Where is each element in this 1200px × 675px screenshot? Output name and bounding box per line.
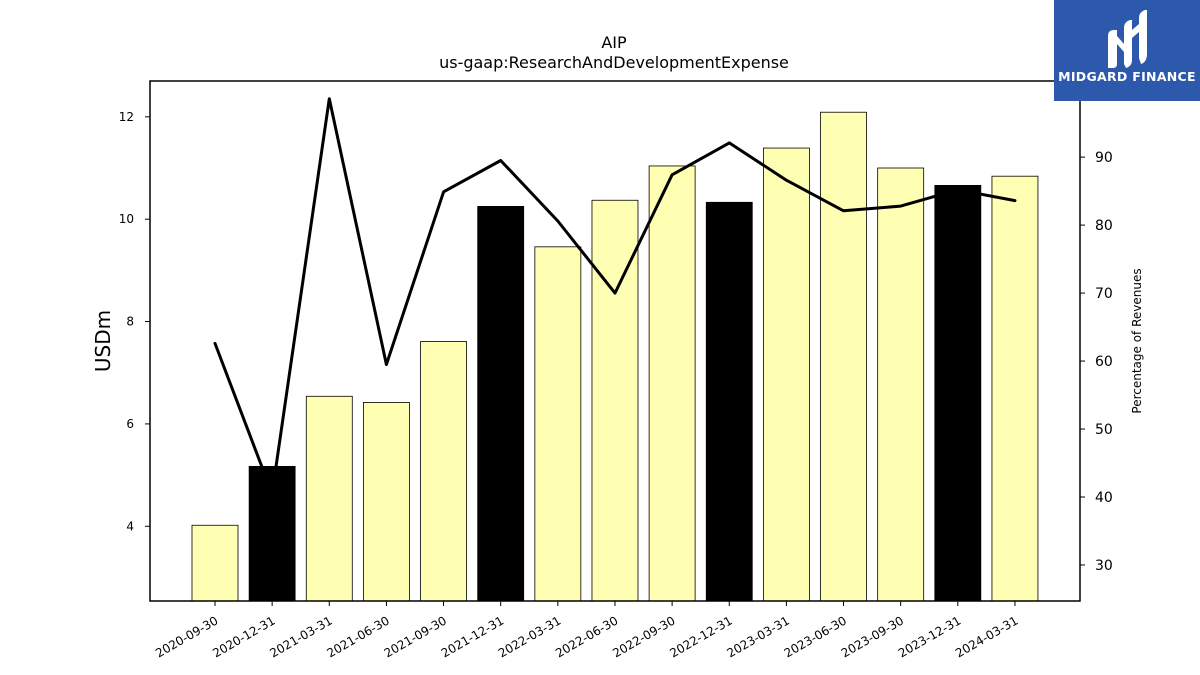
bar-2024-03-31 [991, 175, 1039, 602]
bar-2021-12-31 [477, 205, 525, 602]
x-tick-label: 2023-12-31 [896, 613, 963, 660]
chart-title: AIP [601, 33, 627, 52]
bars-group [191, 111, 1039, 602]
logo-text: MIDGARD FINANCE [1058, 69, 1196, 84]
bar-2021-09-30 [420, 341, 467, 602]
bar-2020-09-30 [191, 524, 239, 602]
x-tick-label: 2022-09-30 [610, 613, 677, 660]
right-tick-label: 50 [1095, 422, 1113, 438]
right-axis-ticks: 30 40 50 60 70 80 90 [1080, 150, 1113, 574]
right-tick-label: 70 [1095, 286, 1113, 302]
x-tick-label: 2021-12-31 [439, 613, 506, 660]
right-tick-label: 80 [1095, 218, 1113, 234]
percentage-line [213, 97, 1017, 496]
x-tick-label: 2022-06-30 [553, 613, 620, 660]
x-tick-label: 2024-03-31 [953, 613, 1020, 660]
bar-2023-03-31 [763, 147, 810, 602]
line-group [213, 97, 1017, 496]
left-axis-ticks: 4 6 8 10 12 [119, 110, 150, 533]
left-tick-label: 4 [126, 519, 134, 533]
y-axis-label-right: Percentage of Revenues [1130, 268, 1144, 413]
logo-mark-icon [1108, 10, 1147, 68]
midgard-finance-logo: MIDGARD FINANCE [1054, 0, 1200, 101]
x-tick-label: 2020-09-30 [153, 613, 220, 660]
x-tick-label: 2021-09-30 [382, 613, 449, 660]
x-tick-label: 2023-06-30 [782, 613, 849, 660]
left-tick-label: 8 [126, 315, 134, 329]
x-tick-label: 2021-06-30 [325, 613, 392, 660]
bar-2023-12-31 [934, 185, 982, 602]
bar-2021-06-30 [363, 402, 410, 602]
left-tick-label: 10 [119, 212, 134, 226]
bar-2021-03-31 [305, 395, 353, 602]
right-tick-label: 40 [1095, 490, 1113, 506]
bar-2022-12-31 [705, 201, 753, 602]
left-tick-label: 12 [119, 110, 134, 124]
x-tick-label: 2023-03-31 [724, 613, 791, 660]
x-tick-label: 2022-12-31 [667, 613, 734, 660]
x-tick-label: 2020-12-31 [210, 613, 277, 660]
x-tick-label: 2022-03-31 [496, 613, 563, 660]
x-tick-label: 2021-03-31 [267, 613, 334, 660]
left-tick-label: 6 [126, 417, 134, 431]
bar-2022-06-30 [591, 199, 639, 602]
right-tick-label: 90 [1095, 150, 1113, 166]
bar-2023-09-30 [877, 167, 925, 602]
bar-2023-06-30 [820, 111, 867, 602]
y-axis-label-left: USDm [91, 310, 115, 372]
chart-subtitle: us-gaap:ResearchAndDevelopmentExpense [439, 53, 789, 72]
x-axis-ticks: 2020-09-302020-12-312021-03-312021-06-30… [153, 601, 1020, 660]
right-tick-label: 30 [1095, 558, 1113, 574]
x-tick-label: 2023-09-30 [839, 613, 906, 660]
bar-2022-03-31 [534, 246, 582, 602]
right-tick-label: 60 [1095, 354, 1113, 370]
bar-2022-09-30 [648, 165, 696, 602]
